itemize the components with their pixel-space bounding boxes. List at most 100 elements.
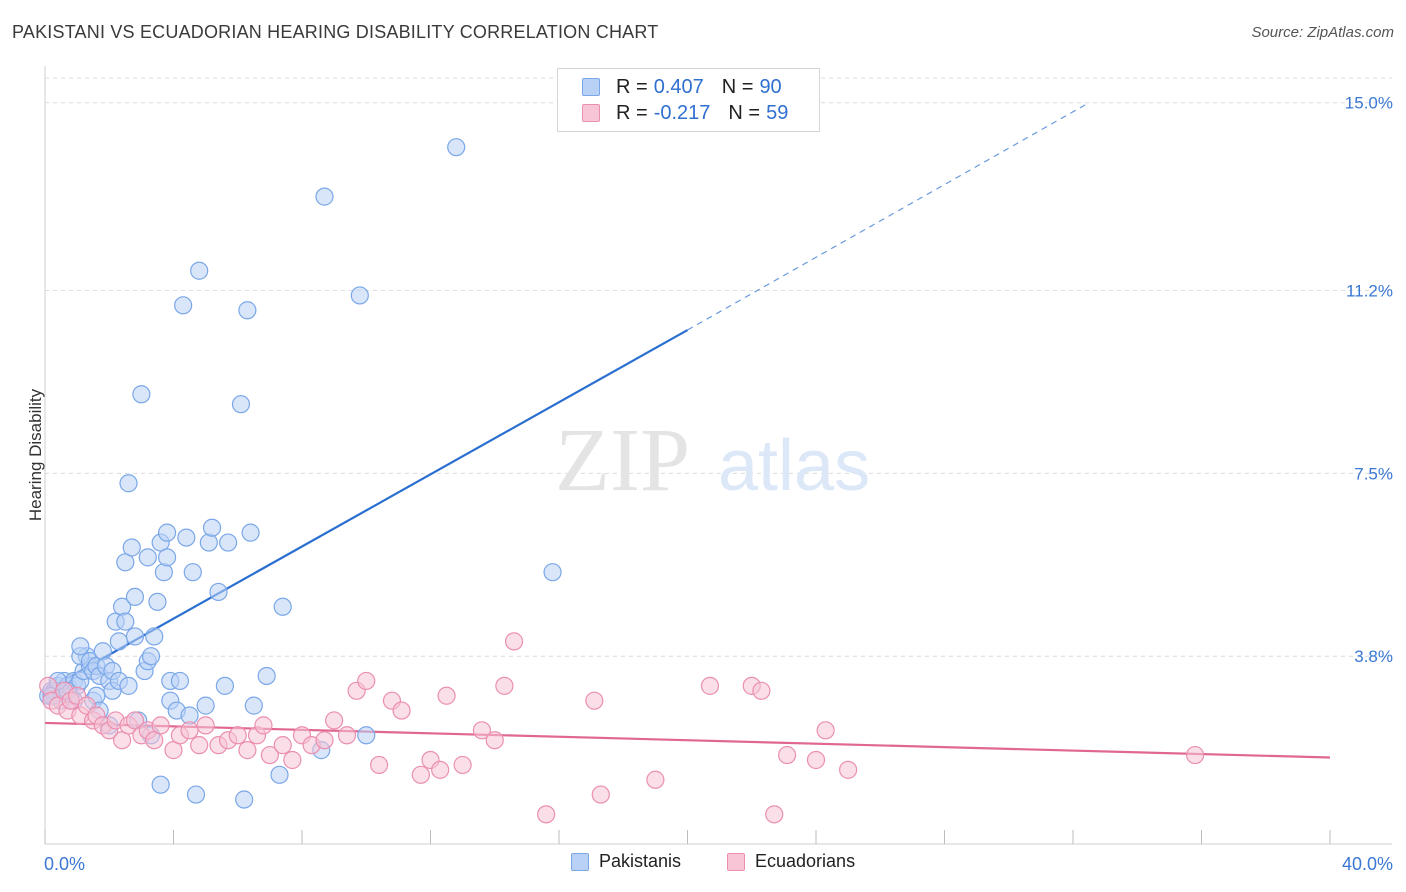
point-pakistanis <box>357 726 376 745</box>
point-pakistanis <box>125 627 145 646</box>
data-points <box>39 138 1205 824</box>
point-ecuadorians <box>180 721 199 740</box>
legend-r-label: R = <box>616 101 648 124</box>
point-pakistanis <box>202 518 222 537</box>
legend-n-label: N = <box>721 75 754 98</box>
point-ecuadorians <box>1185 745 1205 765</box>
point-pakistanis <box>196 696 215 715</box>
point-ecuadorians <box>260 745 279 765</box>
bottom-legend-pakistanis: Pakistanis <box>571 851 681 872</box>
legend-swatch-ecuadorians <box>582 104 600 122</box>
y-axis-label: Hearing Disability <box>26 388 45 522</box>
tick-labels: 3.8% 7.5% 11.2% 15.0% 0.0% 40.0% <box>44 94 1393 874</box>
point-ecuadorians <box>806 750 826 770</box>
point-ecuadorians <box>700 676 720 695</box>
point-pakistanis <box>270 765 289 784</box>
point-ecuadorians <box>585 691 604 710</box>
point-pakistanis <box>186 785 206 804</box>
point-pakistanis <box>170 671 190 691</box>
legend-r-value: -0.217 <box>653 101 711 124</box>
y-tick-label: 11.2% <box>1346 282 1393 301</box>
bottom-legend-swatch-pakistanis <box>571 852 589 871</box>
legend-n-value: 90 <box>759 75 782 98</box>
point-pakistanis <box>273 597 292 616</box>
point-ecuadorians <box>752 681 771 700</box>
point-ecuadorians <box>190 736 209 755</box>
trend-line-pakistanis-extension <box>687 102 1090 331</box>
point-pakistanis <box>154 563 173 582</box>
point-pakistanis <box>241 523 260 542</box>
point-ecuadorians <box>765 805 784 824</box>
x-tick-label: 40.0% <box>1342 854 1393 874</box>
point-pakistanis <box>138 548 157 567</box>
point-ecuadorians <box>283 750 302 770</box>
point-pakistanis <box>190 261 209 280</box>
axes <box>44 66 1392 845</box>
point-pakistanis <box>350 286 369 305</box>
legend-n-label: N = <box>728 101 761 124</box>
y-tick-label: 15.0% <box>1345 94 1393 113</box>
point-ecuadorians <box>504 632 524 651</box>
point-ecuadorians <box>646 770 665 789</box>
legend-r-value: 0.407 <box>653 75 704 98</box>
point-pakistanis <box>244 696 263 715</box>
point-ecuadorians <box>495 676 514 695</box>
watermark: ZIP atlas <box>555 411 870 510</box>
point-pakistanis <box>109 632 128 651</box>
point-ecuadorians <box>357 671 376 691</box>
chart-source: Source: ZipAtlas.com <box>1251 24 1394 41</box>
point-ecuadorians <box>437 686 456 705</box>
point-pakistanis <box>238 301 257 320</box>
point-pakistanis <box>199 533 218 552</box>
watermark-atlas: atlas <box>718 426 870 506</box>
watermark-zip: ZIP <box>555 411 690 510</box>
point-ecuadorians <box>228 726 247 745</box>
point-ecuadorians <box>273 736 292 755</box>
point-pakistanis <box>116 612 135 631</box>
correlation-legend: R = 0.407 N = 90 R = -0.217 N = 59 <box>557 68 820 132</box>
legend-r-label: R = <box>616 75 648 98</box>
chart-title: PAKISTANI VS ECUADORIAN HEARING DISABILI… <box>12 22 659 42</box>
y-tick-label: 3.8% <box>1354 647 1393 666</box>
point-pakistanis <box>231 395 251 414</box>
point-pakistanis <box>543 563 562 582</box>
point-pakistanis <box>157 548 177 567</box>
point-pakistanis <box>141 647 161 666</box>
point-pakistanis <box>315 187 334 206</box>
point-ecuadorians <box>485 731 504 750</box>
bottom-legend-label-ecuadorians: Ecuadorians <box>755 851 856 871</box>
point-pakistanis <box>183 563 202 582</box>
point-ecuadorians <box>777 745 797 765</box>
bottom-legend-swatch-ecuadorians <box>727 852 745 871</box>
point-ecuadorians <box>39 676 58 695</box>
point-ecuadorians <box>472 721 491 740</box>
point-pakistanis <box>157 523 177 542</box>
point-pakistanis <box>132 385 151 404</box>
point-ecuadorians <box>337 726 357 745</box>
point-pakistanis <box>174 296 193 315</box>
legend-n-value: 59 <box>766 101 789 124</box>
point-ecuadorians <box>392 701 411 720</box>
point-pakistanis <box>71 637 90 656</box>
point-ecuadorians <box>254 716 273 735</box>
point-pakistanis <box>257 666 276 686</box>
legend-row-ecuadorians: R = -0.217 N = 59 <box>582 100 788 126</box>
point-ecuadorians <box>196 716 215 735</box>
point-ecuadorians <box>816 721 835 740</box>
point-pakistanis <box>235 790 254 809</box>
point-ecuadorians <box>151 716 170 735</box>
point-ecuadorians <box>431 760 450 779</box>
point-pakistanis <box>119 474 138 493</box>
y-tick-label: 7.5% <box>1354 464 1393 483</box>
point-pakistanis <box>151 775 170 794</box>
grid-lines <box>45 77 1392 657</box>
point-ecuadorians <box>370 755 389 775</box>
point-pakistanis <box>219 533 238 552</box>
legend-row-pakistanis: R = 0.407 N = 90 <box>582 74 782 100</box>
point-pakistanis <box>145 627 164 646</box>
point-ecuadorians <box>453 755 472 775</box>
point-ecuadorians <box>411 765 430 784</box>
point-ecuadorians <box>238 741 257 760</box>
point-pakistanis <box>447 138 466 157</box>
